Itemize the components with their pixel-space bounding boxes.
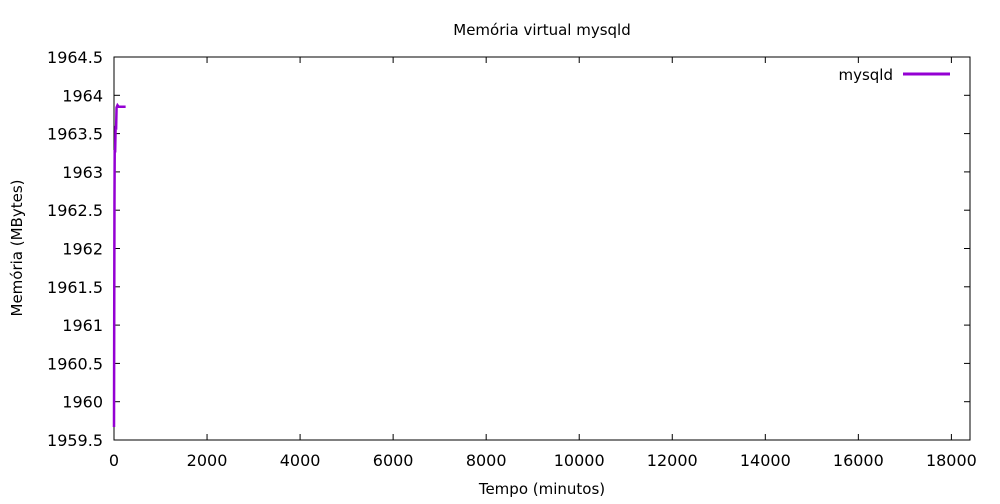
- x-tick-label: 4000: [280, 451, 321, 470]
- y-axis-title: Memória (MBytes): [8, 180, 26, 317]
- y-tick-label: 1961.5: [47, 278, 103, 297]
- x-tick-label: 0: [109, 451, 119, 470]
- x-tick-label: 6000: [373, 451, 414, 470]
- x-tick-label: 14000: [740, 451, 791, 470]
- y-tick-label: 1964.5: [47, 48, 103, 67]
- legend: mysqld: [838, 66, 950, 84]
- y-tick-label: 1963.5: [47, 125, 103, 144]
- y-tick-label: 1962: [62, 240, 103, 259]
- x-tick-label: 16000: [833, 451, 884, 470]
- y-axis: 1959.5 1960 1960.5 1961 1961.5 1962 1962.5 1963…: [47, 48, 970, 450]
- x-axis-title: Tempo (minutos): [478, 480, 605, 498]
- series-layer: [112, 102, 126, 427]
- x-tick-label: 2000: [187, 451, 228, 470]
- y-tick-label: 1959.5: [47, 431, 103, 450]
- chart-title: Memória virtual mysqld: [453, 21, 631, 39]
- x-tick-label: 12000: [647, 451, 698, 470]
- y-tick-label: 1964: [62, 86, 103, 105]
- y-tick-label: 1961: [62, 316, 103, 335]
- x-tick-label: 8000: [466, 451, 507, 470]
- x-tick-label: 10000: [554, 451, 605, 470]
- plot-frame: [113, 56, 971, 441]
- legend-label: mysqld: [838, 66, 893, 84]
- y-tick-label: 1963: [62, 163, 103, 182]
- x-tick-label: 18000: [926, 451, 977, 470]
- y-tick-label: 1960.5: [47, 354, 103, 373]
- series-line-mysqld: [112, 102, 126, 427]
- y-tick-label: 1960: [62, 393, 103, 412]
- x-axis: 0 2000 4000 6000 8000 10000 12000 14000 16000 180…: [109, 57, 977, 470]
- y-tick-label: 1962.5: [47, 201, 103, 220]
